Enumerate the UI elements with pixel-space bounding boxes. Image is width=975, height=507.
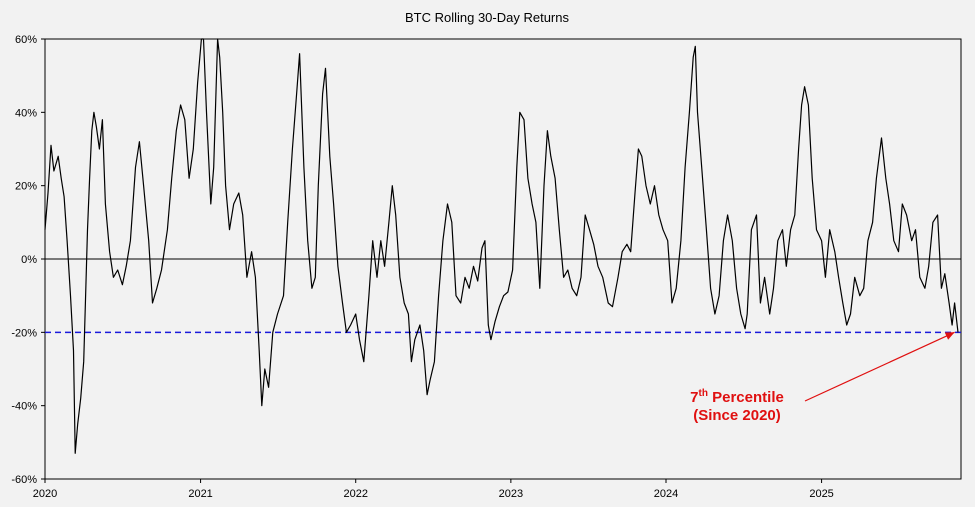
series-line xyxy=(44,38,959,454)
y-tick-label: 60% xyxy=(15,34,37,46)
x-tick-label: 2023 xyxy=(499,488,523,500)
y-tick-label: 20% xyxy=(15,181,37,193)
x-tick-label: 2020 xyxy=(33,488,57,500)
annotation-line-2: (Since 2020) xyxy=(693,407,781,424)
x-tick-label: 2025 xyxy=(809,488,833,500)
y-tick-label: -20% xyxy=(11,327,37,339)
y-tick-label: -60% xyxy=(11,474,37,486)
annotation-percentile-text: Percentile xyxy=(708,389,784,406)
annotation-line-1: 7th Percentile xyxy=(690,388,784,406)
annotation-superscript: th xyxy=(699,388,708,399)
y-tick-label: 0% xyxy=(21,254,37,266)
y-tick-label: 40% xyxy=(15,107,37,119)
x-tick-label: 2022 xyxy=(343,488,367,500)
annotation-ordinal: 7 xyxy=(690,389,698,406)
annotation-arrowhead xyxy=(944,332,955,340)
y-tick-label: -40% xyxy=(11,401,37,413)
chart-title: BTC Rolling 30-Day Returns xyxy=(405,10,570,25)
annotation-arrow xyxy=(804,331,955,402)
x-axis: 2020 2021 2022 2023 2024 2025 xyxy=(33,479,834,500)
y-axis: 60% 40% 20% 0% -20% -40% -60% xyxy=(11,34,45,486)
x-tick-label: 2021 xyxy=(188,488,212,500)
x-tick-label: 2024 xyxy=(654,488,678,500)
